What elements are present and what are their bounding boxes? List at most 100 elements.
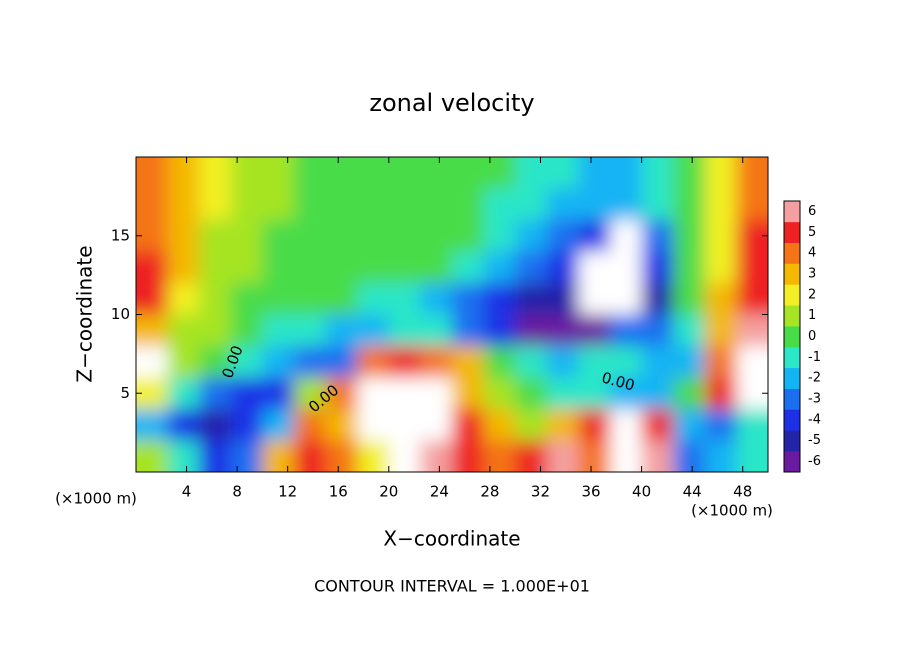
field-cell [610, 220, 643, 252]
field-cell [167, 377, 200, 410]
field-cell [578, 346, 611, 378]
field-cell [610, 346, 643, 378]
field-cell [546, 346, 579, 378]
field-cell [483, 377, 516, 410]
field-cell [736, 157, 768, 189]
field-cell [546, 157, 579, 189]
x-tick-label: 36 [581, 483, 600, 501]
field-cell [641, 220, 674, 252]
field-cell [388, 251, 421, 284]
field-cell [325, 220, 358, 252]
field-cell [420, 283, 453, 315]
field-cell [515, 283, 548, 315]
field-cell [673, 409, 706, 441]
field-cell [294, 283, 327, 315]
field-cell [167, 314, 200, 347]
field-cell [673, 346, 706, 378]
field-cell [136, 283, 169, 315]
field-cell [230, 409, 263, 441]
field-cell [199, 314, 232, 347]
field-cell [294, 314, 327, 347]
field-cell [294, 440, 327, 472]
colorbar-band [784, 326, 800, 348]
field-cell [641, 346, 674, 378]
field-cell [262, 314, 295, 347]
field-cell [136, 314, 169, 347]
field-cell [357, 440, 390, 472]
chart-title: zonal velocity [369, 89, 534, 117]
field-cell [325, 283, 358, 315]
field-cell [325, 157, 358, 189]
field-cell [736, 283, 768, 315]
field-cell [230, 314, 263, 347]
field-cell [704, 409, 737, 441]
field-cell [325, 377, 358, 410]
field-cell [483, 346, 516, 378]
colorbar-label: 3 [808, 266, 816, 281]
colorbar-band [784, 388, 800, 410]
field-cell [641, 157, 674, 189]
field-cell [357, 377, 390, 410]
field-cell [578, 440, 611, 472]
field-cell [199, 188, 232, 221]
field-cell [641, 409, 674, 441]
field-cell [262, 283, 295, 315]
colorbar-band [784, 409, 800, 431]
field-cell [167, 409, 200, 441]
y-tick-label: 5 [120, 384, 130, 402]
field-cell [673, 314, 706, 347]
field-cell [704, 188, 737, 221]
x-axis-label: X−coordinate [383, 527, 520, 551]
field-cell [452, 157, 485, 189]
field-cell [452, 283, 485, 315]
field-cell [546, 220, 579, 252]
x-tick-label: 44 [683, 483, 702, 501]
colorbar-label: 4 [808, 246, 816, 261]
field-cell [199, 377, 232, 410]
field-cell [262, 188, 295, 221]
y-tick-label: 15 [111, 226, 130, 244]
field-cell [294, 157, 327, 189]
field-cell [704, 314, 737, 347]
field-cell [230, 440, 263, 472]
field-cell [167, 346, 200, 378]
colorbar-band [784, 367, 800, 389]
field-cell [388, 188, 421, 221]
colorbar-label: -4 [808, 412, 821, 427]
field-cell [452, 377, 485, 410]
colorbar-band [784, 305, 800, 327]
field-cell [610, 188, 643, 221]
field-cell [136, 409, 169, 441]
field [136, 157, 768, 472]
field-cell [736, 440, 768, 472]
field-cell [262, 377, 295, 410]
x-tick-label: 32 [531, 483, 550, 501]
field-cell [167, 220, 200, 252]
field-cell [578, 409, 611, 441]
field-cell [578, 251, 611, 284]
field-cell [483, 188, 516, 221]
x-unit: (×1000 m) [691, 502, 773, 520]
field-cell [294, 377, 327, 410]
x-tick-label: 28 [480, 483, 499, 501]
field-cell [167, 251, 200, 284]
field-cell [704, 377, 737, 410]
field-cell [199, 157, 232, 189]
field-cell [610, 440, 643, 472]
field-cell [420, 157, 453, 189]
field-cell [357, 283, 390, 315]
field-cell [199, 220, 232, 252]
field-cell [325, 409, 358, 441]
field-cell [325, 314, 358, 347]
field-cell [736, 346, 768, 378]
field-cell [357, 157, 390, 189]
field-cell [294, 346, 327, 378]
field-cell [704, 251, 737, 284]
colorbar-band [784, 451, 800, 473]
colorbar-band [784, 221, 800, 243]
field-cell [136, 346, 169, 378]
field-cell [483, 283, 516, 315]
field-cell [325, 251, 358, 284]
field-cell [357, 188, 390, 221]
